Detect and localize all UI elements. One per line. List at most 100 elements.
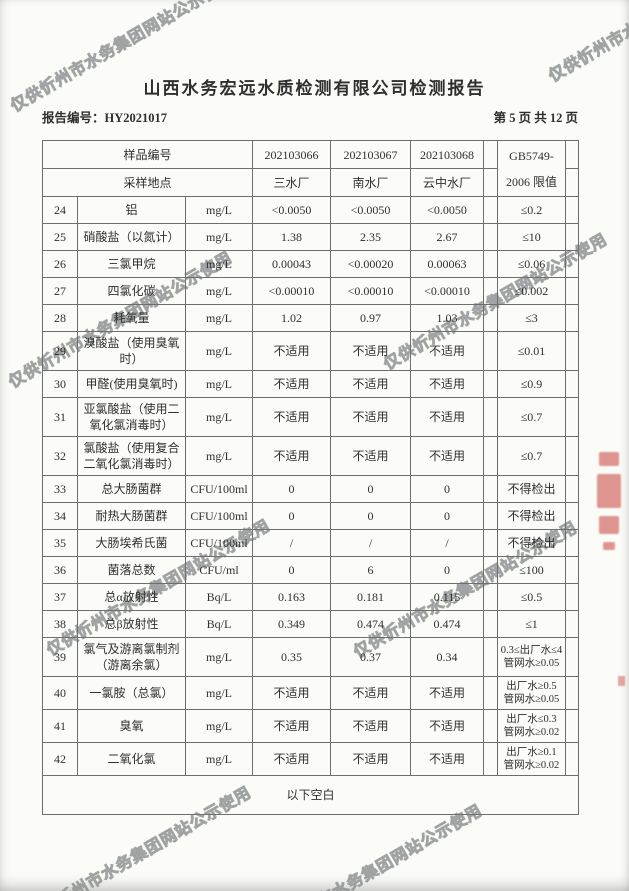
cell-limit: ≤0.06 — [497, 250, 566, 278]
cell-value: 不适用 — [410, 742, 484, 776]
cell-row-number: 27 — [42, 277, 78, 305]
cell-parameter-name: 三氯甲烷 — [77, 250, 186, 278]
page-indicator: 第 5 页 共 12 页 — [493, 111, 578, 125]
spacer-cell — [565, 370, 579, 398]
cell-unit: CFU/100ml — [185, 529, 253, 557]
cell-value: 不适用 — [252, 331, 331, 371]
spacer-cell — [483, 140, 498, 169]
spacer-cell — [483, 583, 498, 611]
cell-value: / — [410, 529, 484, 557]
cell-unit: mg/L — [185, 277, 253, 305]
cell-unit: mg/L — [185, 331, 253, 371]
table-row: 42 二氧化氯 mg/L 不适用 不适用 不适用 出厂水≥0.1 管网水≥0.02 — [42, 742, 579, 776]
spacer-cell — [565, 277, 579, 305]
table-body: 24 铝 mg/L <0.0050 <0.0050 <0.0050 ≤0.2 25 硝酸盐（以氮… — [42, 196, 579, 776]
cell-row-number: 35 — [42, 529, 78, 557]
red-seal-mark — [599, 452, 619, 466]
cell-parameter-name: 耗氧量 — [77, 304, 186, 332]
cell-value: <0.0050 — [252, 196, 331, 224]
cell-unit: CFU/ml — [185, 556, 253, 584]
cell-row-number: 37 — [42, 583, 78, 611]
cell-value: 不适用 — [252, 397, 331, 437]
cell-value: 0 — [410, 502, 484, 530]
cell-row-number: 29 — [42, 331, 78, 371]
cell-limit: 不得检出 — [497, 475, 566, 503]
cell-limit: ≤0.01 — [497, 331, 566, 371]
cell-value: 0.00043 — [252, 250, 331, 278]
cell-limit: ≤0.002 — [497, 277, 566, 305]
cell-value: 不适用 — [330, 742, 411, 776]
cell-parameter-name: 耐热大肠菌群 — [77, 502, 186, 530]
cell-value: 不适用 — [252, 436, 331, 476]
table-row: 36 菌落总数 CFU/ml 0 6 0 ≤100 — [42, 556, 579, 584]
cell-parameter-name: 总α放射性 — [77, 583, 186, 611]
table-row: 41 臭氧 mg/L 不适用 不适用 不适用 出厂水≤0.3 管网水≥0.02 — [42, 709, 579, 743]
cell-value: 不适用 — [252, 742, 331, 776]
table-row: 24 铝 mg/L <0.0050 <0.0050 <0.0050 ≤0.2 — [42, 196, 579, 224]
table-row: 32 氯酸盐（使用复合二氧化氯消毒时） mg/L 不适用 不适用 不适用 ≤0.7 — [42, 436, 579, 476]
cell-parameter-name: 总大肠菌群 — [77, 475, 186, 503]
cell-unit: mg/L — [185, 742, 253, 776]
cell-parameter-name: 四氯化碳 — [77, 277, 186, 305]
cell-value: 0 — [252, 475, 331, 503]
results-table: 样品编号 202103066 202103067 202103068 GB574… — [42, 140, 579, 815]
col-header-sample-id: 202103067 — [330, 140, 411, 169]
cell-unit: Bq/L — [185, 583, 253, 611]
table-row: 35 大肠埃希氏菌 CFU/100ml / / / 不得检出 — [42, 529, 579, 557]
cell-value: 0 — [330, 475, 411, 503]
spacer-cell — [565, 475, 579, 503]
cell-row-number: 34 — [42, 502, 78, 530]
cell-limit: ≤0.2 — [497, 196, 566, 224]
spacer-cell — [483, 331, 498, 371]
cell-row-number: 36 — [42, 556, 78, 584]
cell-parameter-name: 臭氧 — [77, 709, 186, 743]
col-header-location-label: 采样地点 — [42, 168, 253, 197]
cell-value: 不适用 — [330, 370, 411, 398]
cell-value: 0.35 — [252, 637, 331, 677]
spacer-cell — [483, 250, 498, 278]
cell-value: 不适用 — [330, 397, 411, 437]
spacer-cell — [565, 436, 579, 476]
spacer-cell — [483, 277, 498, 305]
cell-value: 不适用 — [330, 709, 411, 743]
table-row: 34 耐热大肠菌群 CFU/100ml 0 0 0 不得检出 — [42, 502, 579, 530]
cell-value: 1.02 — [252, 304, 331, 332]
table-row: 27 四氯化碳 mg/L <0.00010 <0.00010 <0.00010 ≤0.002 — [42, 277, 579, 305]
table-row: 38 总β放射性 Bq/L 0.349 0.474 0.474 ≤1 — [42, 610, 579, 638]
cell-value: <0.00010 — [410, 277, 484, 305]
table-row: 26 三氯甲烷 mg/L 0.00043 <0.00020 0.00063 ≤0.06 — [42, 250, 579, 278]
cell-limit: ≤1 — [497, 610, 566, 638]
col-header-sample-id: 202103066 — [252, 140, 331, 169]
spacer-cell — [483, 742, 498, 776]
cell-parameter-name: 大肠埃希氏菌 — [77, 529, 186, 557]
cell-value: <0.00010 — [252, 277, 331, 305]
cell-unit: mg/L — [185, 370, 253, 398]
spacer-cell — [565, 304, 579, 332]
cell-limit: 不得检出 — [497, 502, 566, 530]
spacer-cell — [483, 709, 498, 743]
red-seal-mark — [618, 676, 625, 686]
cell-value: 0.37 — [330, 637, 411, 677]
spacer-cell — [565, 610, 579, 638]
spacer-cell — [565, 556, 579, 584]
col-header-sample-no-label: 样品编号 — [42, 140, 253, 169]
spacer-cell — [565, 637, 579, 677]
cell-value: 不适用 — [330, 436, 411, 476]
table-row: 37 总α放射性 Bq/L 0.163 0.181 0.115 ≤0.5 — [42, 583, 579, 611]
red-seal-mark — [603, 542, 615, 550]
cell-value: 不适用 — [330, 676, 411, 710]
cell-parameter-name: 硝酸盐（以氮计） — [77, 223, 186, 251]
cell-value: 不适用 — [330, 331, 411, 371]
spacer-cell — [565, 583, 579, 611]
cell-value: 不适用 — [252, 676, 331, 710]
spacer-cell — [565, 223, 579, 251]
cell-value: 0.181 — [330, 583, 411, 611]
spacer-cell — [565, 250, 579, 278]
cell-limit: ≤0.9 — [497, 370, 566, 398]
cell-unit: mg/L — [185, 676, 253, 710]
header-row-location: 采样地点 三水厂 南水厂 云中水厂 — [42, 168, 579, 197]
cell-limit: 出厂水≥0.1 管网水≥0.02 — [497, 742, 566, 776]
spacer-cell — [565, 196, 579, 224]
cell-value: 不适用 — [410, 676, 484, 710]
